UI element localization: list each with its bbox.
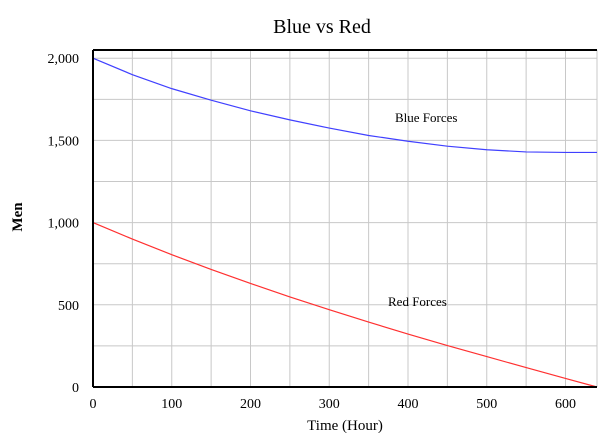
x-tick-label: 500 [476, 397, 497, 412]
y-tick-label: 1,500 [48, 134, 80, 149]
y-tick-label: 500 [58, 299, 79, 314]
x-tick-label: 100 [161, 397, 182, 412]
series-line-blue-forces [92, 57, 597, 154]
axes [92, 49, 597, 388]
y-tick-label: 0 [72, 381, 79, 396]
y-tick-label: 2,000 [48, 52, 80, 67]
x-axis-label: Time (Hour) [307, 418, 383, 433]
series-label-blue-forces: Blue Forces [395, 110, 457, 125]
chart-title: Blue vs Red [273, 16, 371, 38]
grid [92, 50, 598, 388]
x-tick-label: 400 [398, 397, 419, 412]
x-tick-label: 300 [319, 397, 340, 412]
tick-labels: 0 100 200 300 400 500 600 0 500 1,000 1,500 2,000 [48, 52, 577, 412]
series-line-red-forces [92, 222, 598, 388]
x-tick-label: 600 [555, 397, 576, 412]
y-axis-label: Men [10, 202, 26, 232]
x-tick-label: 200 [240, 397, 261, 412]
series-label-red-forces: Red Forces [388, 294, 447, 309]
y-tick-label: 1,000 [48, 217, 80, 232]
x-tick-label: 0 [90, 397, 97, 412]
series-layer: Blue Forces Red Forces [92, 57, 598, 388]
